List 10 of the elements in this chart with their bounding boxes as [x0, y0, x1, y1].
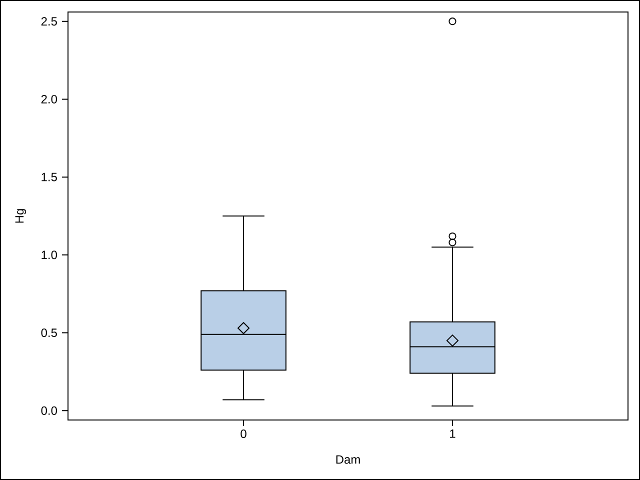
y-axis-title: Hg — [15, 209, 26, 223]
y-tick-label: 2.0 — [41, 94, 58, 104]
y-tick-label: 0.5 — [41, 328, 57, 338]
x-tick-label: 0 — [240, 430, 246, 438]
y-tick-label: 2.5 — [41, 17, 57, 26]
x-tick-label: 1 — [450, 430, 456, 438]
y-tick-label: 1.0 — [42, 250, 58, 260]
y-tick-label: 1.5 — [42, 172, 57, 182]
x-axis-title: Dam — [336, 455, 360, 464]
y-tick-label: 0.0 — [41, 406, 58, 415]
